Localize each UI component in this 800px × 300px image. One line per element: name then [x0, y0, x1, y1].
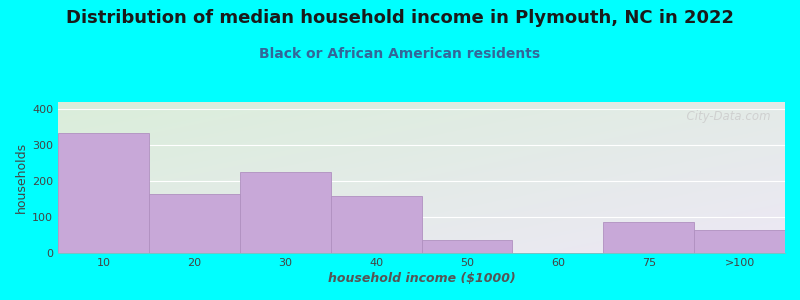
Text: City-Data.com: City-Data.com: [679, 110, 770, 122]
Y-axis label: households: households: [15, 142, 28, 213]
Bar: [694, 230, 785, 253]
Bar: [240, 172, 330, 253]
Text: Distribution of median household income in Plymouth, NC in 2022: Distribution of median household income …: [66, 9, 734, 27]
Bar: [58, 133, 149, 253]
Bar: [422, 240, 513, 253]
X-axis label: household income ($1000): household income ($1000): [328, 272, 515, 285]
Bar: [149, 194, 240, 253]
Bar: [330, 196, 422, 253]
Text: Black or African American residents: Black or African American residents: [259, 46, 541, 61]
Bar: [603, 222, 694, 253]
